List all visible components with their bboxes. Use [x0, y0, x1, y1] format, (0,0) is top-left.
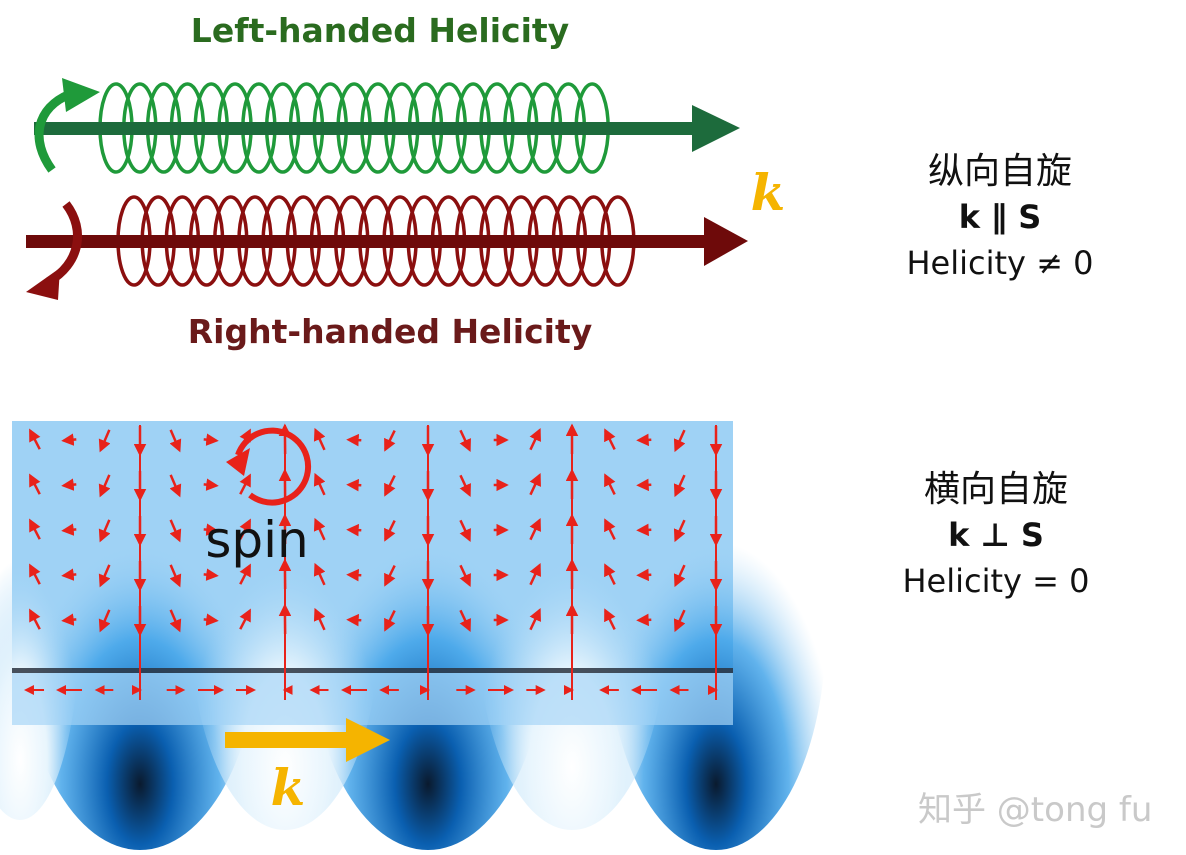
- field-arrow: [384, 519, 396, 542]
- field-arrow: [169, 609, 182, 633]
- field-arrow: [604, 608, 616, 631]
- left-handed-title: Left-handed Helicity: [191, 11, 569, 50]
- field-arrow: [239, 563, 251, 585]
- field-arrow: [384, 609, 396, 632]
- field-arrow: [98, 564, 111, 588]
- field-arrow: [346, 478, 362, 492]
- field-arrow: [673, 474, 686, 498]
- field-arrow: [203, 613, 219, 626]
- spin-circle-icon: [226, 427, 312, 506]
- field-arrow: [239, 608, 251, 630]
- field-arrow: [529, 473, 541, 496]
- field-arrow: [604, 428, 616, 451]
- transverse-block: 横向自旋 k ⊥ S Helicity = 0: [876, 468, 1116, 604]
- right-axis-arrow: [26, 217, 748, 266]
- left-axis-arrow: [34, 105, 740, 152]
- field-arrow: [459, 609, 471, 632]
- transverse-relation: k ⊥ S: [948, 516, 1044, 554]
- field-arrow: [169, 564, 182, 588]
- field-arrow: [29, 473, 41, 495]
- field-arrow: [61, 568, 77, 581]
- evanescent-field-panel: [0, 410, 826, 850]
- field-arrow: [673, 609, 686, 633]
- field-arrow: [529, 518, 541, 541]
- field-arrow: [61, 478, 77, 491]
- watermark: 知乎 @tong fu: [918, 790, 1153, 830]
- k-label-top: k: [751, 163, 786, 222]
- field-arrow: [459, 474, 471, 497]
- field-arrow: [98, 609, 111, 633]
- field-vector-arrows: [23, 423, 723, 700]
- field-arrow: [98, 519, 111, 543]
- left-rotation-arrow-icon: [34, 78, 100, 173]
- transverse-helicity: Helicity = 0: [902, 562, 1090, 600]
- field-arrow: [61, 523, 77, 536]
- field-arrow: [636, 478, 652, 492]
- spin-label: spin: [205, 511, 308, 569]
- k-label-bottom: k: [271, 758, 306, 817]
- field-arrow: [673, 564, 686, 588]
- field-arrow: [239, 518, 251, 540]
- longitudinal-block: 纵向自旋 k ∥ S Helicity ≠ 0: [880, 150, 1120, 286]
- field-arrow: [459, 429, 471, 452]
- field-arrow: [346, 613, 362, 627]
- field-arrow: [384, 429, 396, 452]
- field-arrow: [384, 474, 396, 497]
- field-arrow: [203, 433, 219, 446]
- field-arrow: [604, 473, 616, 496]
- field-arrow: [313, 607, 326, 631]
- field-arrow: [98, 474, 111, 498]
- longitudinal-helicity: Helicity ≠ 0: [906, 244, 1094, 282]
- field-arrow: [239, 473, 251, 495]
- field-arrow: [29, 563, 41, 585]
- field-arrow: [673, 429, 686, 453]
- longitudinal-relation: k ∥ S: [958, 198, 1042, 236]
- right-handed-title: Right-handed Helicity: [188, 312, 592, 351]
- field-arrow: [98, 429, 111, 453]
- field-arrow: [313, 472, 326, 496]
- k-arrow-bottom: [225, 718, 390, 762]
- field-arrow: [29, 428, 41, 450]
- field-arrow: [604, 563, 616, 586]
- field-arrow: [529, 608, 541, 631]
- field-arrow: [169, 429, 182, 453]
- field-arrow: [169, 474, 182, 498]
- field-arrow: [29, 608, 41, 630]
- field-arrow: [529, 428, 541, 451]
- field-arrow: [203, 523, 219, 536]
- field-arrow: [29, 518, 41, 540]
- field-arrow: [346, 568, 362, 582]
- right-rotation-arrow-icon: [26, 201, 82, 300]
- field-arrow: [313, 562, 326, 586]
- longitudinal-title: 纵向自旋: [927, 151, 1072, 192]
- field-arrow: [313, 427, 326, 451]
- field-arrow: [459, 564, 471, 587]
- field-arrow: [169, 519, 182, 543]
- field-arrow: [346, 433, 362, 447]
- field-arrow: [636, 568, 652, 582]
- field-arrow: [384, 564, 396, 587]
- field-arrow: [673, 519, 686, 543]
- field-arrow: [529, 563, 541, 586]
- field-arrow: [61, 433, 77, 446]
- field-arrow: [346, 523, 362, 537]
- field-arrow: [636, 433, 652, 447]
- field-arrow: [636, 523, 652, 537]
- field-arrow: [636, 613, 652, 627]
- field-arrow: [313, 517, 326, 541]
- field-arrow: [203, 478, 219, 491]
- transverse-title: 横向自旋: [923, 469, 1068, 510]
- field-arrow: [604, 518, 616, 541]
- field-arrow: [459, 519, 471, 542]
- field-arrow: [203, 568, 219, 581]
- field-arrow: [61, 613, 77, 626]
